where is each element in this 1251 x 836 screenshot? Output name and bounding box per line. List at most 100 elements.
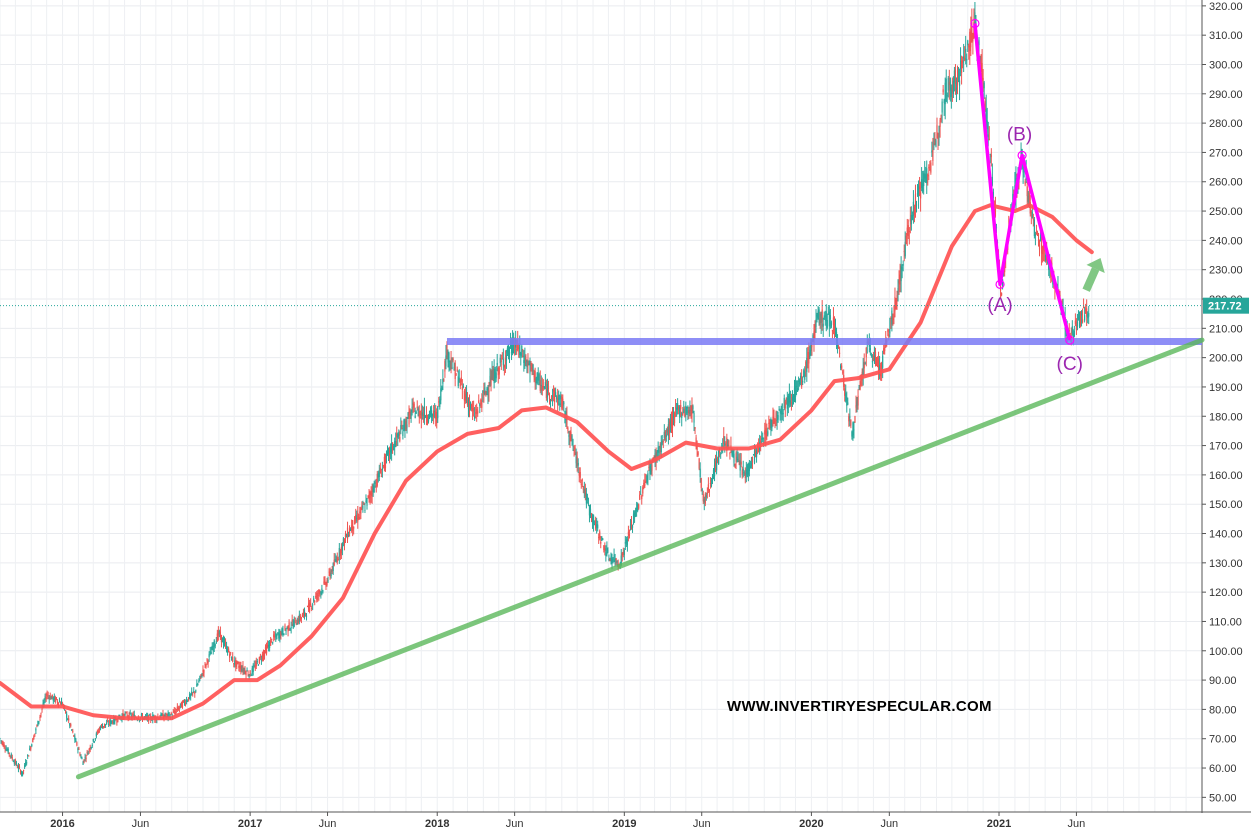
- candle-body: [318, 590, 320, 595]
- candle-body: [580, 483, 582, 485]
- candle-body: [511, 338, 514, 354]
- candle-body: [1086, 308, 1088, 317]
- candle-body: [859, 380, 861, 390]
- candle-body: [766, 431, 768, 436]
- candle-body: [444, 361, 446, 372]
- candle-body: [722, 445, 724, 447]
- candle-body: [195, 690, 197, 692]
- candle-body: [835, 331, 838, 341]
- candle-body: [181, 702, 184, 708]
- candle-body: [333, 559, 335, 566]
- candle-body: [752, 454, 755, 456]
- candle-body: [217, 630, 219, 636]
- candle-body: [689, 409, 691, 411]
- candle-body: [786, 397, 788, 409]
- candle-body: [578, 472, 580, 476]
- candle-body: [748, 463, 750, 472]
- candle-body: [486, 388, 488, 391]
- candle-body: [612, 559, 614, 562]
- candle-body: [394, 441, 396, 447]
- candle-body: [508, 352, 511, 355]
- candle-body: [188, 697, 190, 701]
- candle-body: [384, 456, 387, 469]
- candle-body: [731, 448, 733, 455]
- candle-body: [1024, 181, 1026, 185]
- candle-body: [93, 741, 95, 743]
- candle-body: [891, 310, 893, 325]
- candle-body: [677, 403, 679, 410]
- candle-body: [273, 634, 275, 638]
- candle-body: [41, 708, 43, 710]
- candle-body: [658, 449, 660, 453]
- candle-body: [561, 397, 563, 409]
- candle-body: [312, 604, 314, 606]
- candle-body: [72, 730, 74, 732]
- candle-body: [46, 693, 48, 696]
- candle-body: [302, 612, 305, 614]
- candle-body: [932, 149, 934, 161]
- candle-body: [810, 342, 812, 351]
- x-tick-label: Jun: [1068, 818, 1086, 830]
- candle-body: [881, 362, 883, 372]
- candle-body: [307, 603, 310, 610]
- candle-body: [258, 657, 260, 664]
- candle-body: [477, 410, 479, 414]
- candle-body: [31, 744, 33, 747]
- candle-body: [99, 727, 102, 730]
- candle-body: [251, 668, 253, 674]
- candle-body: [75, 739, 77, 742]
- candle-body: [1033, 219, 1035, 237]
- candle-body: [687, 410, 689, 414]
- candle-body: [413, 403, 415, 408]
- candle-body: [352, 520, 354, 531]
- candle-body: [1036, 233, 1039, 236]
- candle-body: [160, 713, 162, 719]
- candle-body: [255, 661, 257, 667]
- candle-body: [946, 95, 948, 97]
- candle-body: [347, 535, 350, 537]
- candle-body: [592, 515, 595, 525]
- candle-body: [115, 718, 117, 721]
- candle-body: [497, 368, 499, 376]
- candle-body: [395, 440, 397, 448]
- candle-body: [327, 580, 329, 582]
- candle-body: [783, 397, 785, 409]
- candle-body: [906, 227, 908, 236]
- candle-body: [813, 331, 815, 344]
- candle-body: [540, 384, 542, 386]
- candle-body: [1045, 255, 1047, 262]
- candle-body: [957, 68, 960, 70]
- label-layer: (A) (B) (C) 217.72: [987, 125, 1249, 375]
- candle-body: [411, 406, 413, 413]
- candle-body: [1076, 321, 1079, 327]
- candle-body: [987, 134, 989, 138]
- candle-body: [769, 419, 771, 429]
- candle-body: [221, 637, 224, 643]
- candle-body: [548, 396, 551, 399]
- candle-body: [424, 416, 427, 418]
- candle-body: [283, 633, 285, 636]
- candle-body: [170, 712, 172, 715]
- candle-body: [876, 365, 879, 367]
- y-tick-label: 90.00: [1209, 675, 1237, 687]
- candle-body: [683, 408, 685, 413]
- candle-body: [776, 419, 778, 421]
- candle-body: [81, 758, 83, 760]
- candle-body: [610, 556, 612, 559]
- candle-body: [774, 421, 776, 423]
- candle-body: [452, 358, 454, 361]
- candle-body: [586, 496, 589, 500]
- candle-body: [417, 408, 419, 417]
- candle-body: [40, 713, 42, 715]
- candle-body: [537, 373, 539, 381]
- candle-body: [877, 358, 880, 374]
- candle-body: [787, 395, 789, 406]
- candle-body: [801, 376, 803, 387]
- candle-body: [852, 422, 854, 436]
- candle-body: [313, 598, 315, 602]
- candle-body: [937, 137, 939, 139]
- candle-body: [356, 517, 358, 519]
- candle-body: [873, 355, 876, 363]
- candle-body: [897, 288, 899, 293]
- candle-body: [130, 714, 132, 718]
